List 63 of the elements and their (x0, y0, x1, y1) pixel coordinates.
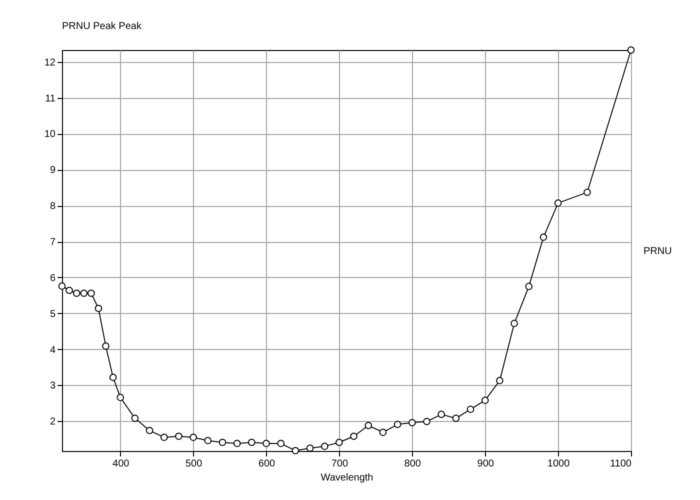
point (481, 396, 489, 404)
point (72, 290, 80, 297)
y-tick-label: 2 (50, 416, 56, 428)
point (277, 440, 285, 448)
y-axis-title: PRNU (644, 246, 672, 257)
point (175, 432, 182, 440)
point (423, 418, 430, 426)
y-tick-label: 5 (50, 308, 56, 320)
point (496, 376, 504, 384)
point (540, 234, 548, 241)
y-tick-label: 8 (50, 201, 56, 212)
point (131, 414, 139, 422)
point (364, 422, 372, 430)
x-tick-label: 800 (404, 458, 422, 470)
point (452, 414, 460, 422)
point (109, 374, 117, 381)
y-tick-label: 7 (50, 237, 56, 248)
chart-title: PRNU Peak Peak (62, 20, 142, 32)
point (350, 432, 358, 440)
y-tick-label: 12 (44, 57, 56, 68)
x-tick-label: 700 (331, 458, 348, 470)
y-tick-label: 10 (44, 129, 56, 140)
point (218, 438, 226, 446)
x-tick-label: 400 (112, 458, 130, 470)
point (146, 426, 154, 434)
point (233, 440, 241, 448)
point (58, 282, 66, 290)
point (102, 342, 110, 350)
point (116, 394, 124, 402)
point (80, 290, 88, 297)
point (292, 446, 300, 454)
point (190, 434, 197, 441)
point (525, 282, 533, 290)
point (88, 290, 95, 297)
y-tick-label: 4 (50, 344, 56, 356)
x-axis-title: Wavelength (320, 472, 374, 484)
point (204, 436, 212, 444)
x-tick-label: 1100 (610, 458, 632, 470)
point (627, 46, 635, 54)
point (554, 199, 562, 207)
point (248, 438, 256, 446)
y-tick-label: 9 (50, 165, 56, 176)
point (336, 438, 343, 446)
y-tick-label: 11 (45, 93, 56, 104)
point (306, 444, 314, 452)
point (262, 440, 270, 448)
point (510, 320, 518, 328)
point (320, 442, 328, 450)
point (379, 428, 387, 436)
point (438, 410, 445, 418)
y-tick-label: 3 (50, 380, 56, 392)
point (66, 286, 73, 294)
x-tick-label: 900 (477, 458, 494, 470)
y-tick-label: 6 (50, 272, 56, 284)
point (466, 406, 474, 413)
x-tick-label: 600 (258, 458, 276, 470)
point (408, 418, 416, 426)
point (94, 304, 102, 312)
point (394, 420, 402, 428)
x-tick-label: 500 (185, 458, 203, 470)
x-tick-label: 1000 (547, 458, 570, 470)
point (160, 434, 168, 441)
point (584, 188, 591, 196)
